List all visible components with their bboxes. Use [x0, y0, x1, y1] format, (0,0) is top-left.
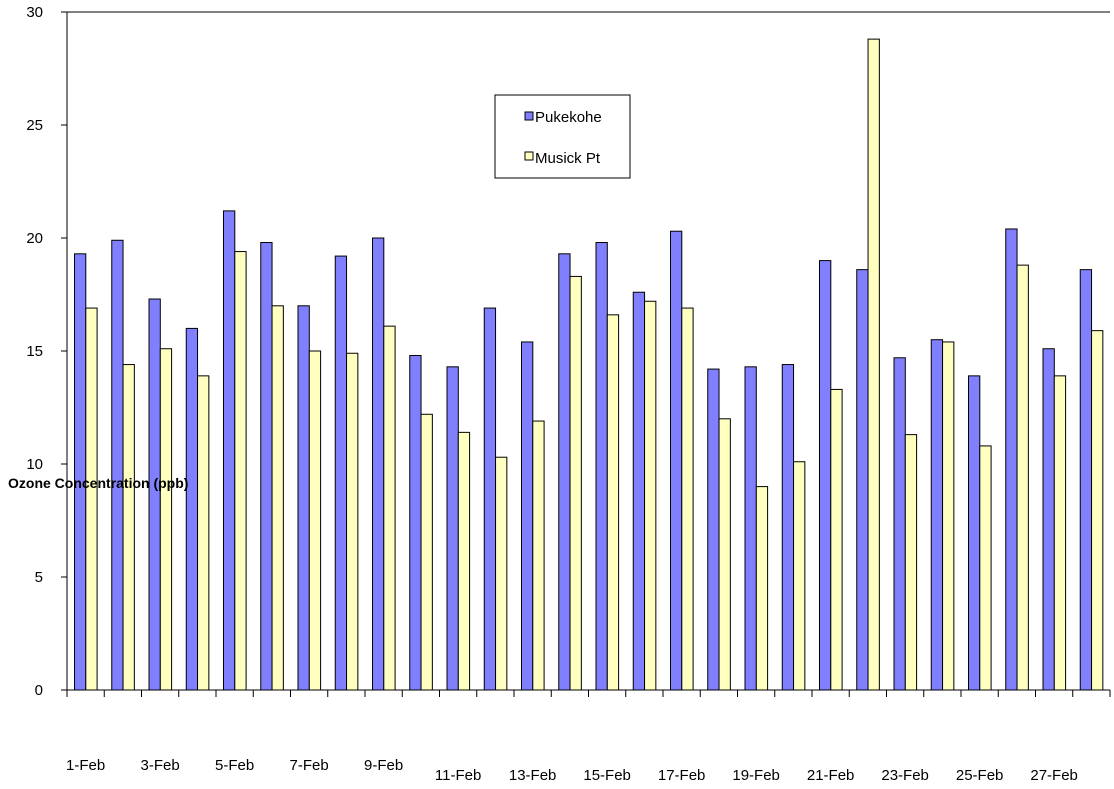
x-tick-label: 5-Feb [215, 757, 254, 774]
x-tick-label: 1-Feb [66, 757, 105, 774]
y-tick-label: 30 [26, 4, 43, 21]
x-tick-label: 13-Feb [509, 767, 557, 784]
bar-pukekohe-9-feb [372, 237, 385, 691]
x-tick-label: 23-Feb [881, 767, 929, 784]
bars-layer [74, 38, 1104, 691]
bar-pukekohe-27-feb [1042, 348, 1055, 691]
bar-musick-pt-18-feb [718, 418, 731, 691]
bar-pukekohe-24-feb [930, 339, 944, 691]
y-tick-label: 0 [35, 682, 43, 699]
legend: Pukekohe Musick Pt [494, 94, 631, 179]
bar-musick-pt-8-feb [346, 352, 359, 691]
y-tick-label: 25 [26, 117, 43, 134]
bar-pukekohe-6-feb [260, 242, 273, 691]
x-tick-label: 25-Feb [956, 767, 1004, 784]
bar-pukekohe-25-feb [968, 375, 981, 691]
bar-musick-pt-21-feb [830, 388, 843, 691]
x-tick-label: 11-Feb [435, 767, 481, 784]
bar-pukekohe-14-feb [558, 253, 571, 691]
bar-musick-pt-22-feb [867, 38, 880, 691]
bar-pukekohe-5-feb [223, 210, 236, 691]
bar-pukekohe-17-feb [670, 230, 683, 691]
bar-pukekohe-28-feb [1079, 269, 1093, 691]
legend-box [494, 94, 631, 179]
x-tick-label: 27-Feb [1030, 767, 1078, 784]
bar-musick-pt-3-feb [159, 348, 173, 691]
bar-pukekohe-7-feb [297, 305, 310, 691]
bar-musick-pt-5-feb [234, 251, 247, 691]
bar-musick-pt-10-feb [420, 413, 433, 691]
legend-label-pukekohe: Pukekohe [535, 109, 602, 126]
bar-pukekohe-22-feb [856, 269, 869, 691]
y-axis-title: Ozone Concentration (ppb) [8, 475, 188, 491]
bar-pukekohe-2-feb [111, 239, 124, 691]
bar-pukekohe-3-feb [148, 298, 161, 691]
bar-pukekohe-20-feb [781, 364, 795, 691]
y-tick-label: 10 [26, 456, 43, 473]
ticks-layer: 0 5 10 15 20 25 30 1-Feb 3-Feb 5-Feb 7-Feb 9-Feb 11-… [26, 4, 1111, 784]
bar-musick-pt-28-feb [1091, 330, 1104, 691]
x-tick-label: 19-Feb [732, 767, 780, 784]
bar-musick-pt-12-feb [495, 456, 508, 691]
y-tick-label: 20 [26, 230, 43, 247]
bar-musick-pt-13-feb [532, 420, 545, 691]
bar-pukekohe-13-feb [521, 341, 534, 691]
bar-pukekohe-12-feb [483, 307, 497, 691]
bar-musick-pt-24-feb [942, 341, 955, 691]
bar-musick-pt-15-feb [606, 314, 620, 691]
x-tick-label: 3-Feb [141, 757, 180, 774]
bar-pukekohe-11-feb [446, 366, 459, 691]
x-tick-label: 15-Feb [583, 767, 631, 784]
bar-musick-pt-16-feb [644, 300, 657, 691]
x-tick-label: 7-Feb [290, 757, 329, 774]
bar-pukekohe-1-feb [74, 253, 87, 691]
bar-musick-pt-25-feb [979, 445, 992, 691]
legend-label-musick-pt: Musick Pt [535, 150, 601, 167]
bar-musick-pt-27-feb [1053, 375, 1067, 691]
bar-musick-pt-17-feb [681, 307, 694, 691]
x-tick-label: 9-Feb [364, 757, 403, 774]
bar-pukekohe-19-feb [744, 366, 757, 691]
bar-pukekohe-10-feb [409, 355, 422, 691]
bar-musick-pt-11-feb [457, 431, 471, 691]
x-tick-label: 21-Feb [807, 767, 855, 784]
bar-pukekohe-26-feb [1005, 228, 1018, 691]
bar-pukekohe-16-feb [632, 291, 646, 691]
legend-swatch-pukekohe [524, 111, 534, 121]
bar-musick-pt-7-feb [308, 350, 322, 691]
y-tick-label: 5 [35, 569, 43, 586]
bar-musick-pt-14-feb [569, 275, 582, 691]
bar-pukekohe-23-feb [893, 357, 906, 691]
bar-musick-pt-2-feb [122, 364, 135, 691]
bar-musick-pt-4-feb [197, 375, 210, 691]
bar-musick-pt-6-feb [271, 305, 284, 691]
bar-musick-pt-20-feb [793, 461, 806, 691]
bar-pukekohe-15-feb [595, 242, 608, 691]
y-tick-label: 15 [26, 343, 43, 360]
bar-pukekohe-21-feb [819, 260, 832, 691]
bar-pukekohe-4-feb [185, 327, 199, 691]
bar-musick-pt-23-feb [904, 434, 918, 691]
bar-musick-pt-19-feb [755, 486, 769, 691]
bar-musick-pt-1-feb [85, 307, 98, 691]
legend-swatch-musick-pt [524, 151, 534, 161]
x-tick-label: 17-Feb [658, 767, 706, 784]
bar-musick-pt-9-feb [383, 325, 396, 691]
bar-pukekohe-8-feb [334, 255, 348, 691]
bar-musick-pt-26-feb [1016, 264, 1029, 691]
bar-pukekohe-18-feb [707, 368, 720, 691]
